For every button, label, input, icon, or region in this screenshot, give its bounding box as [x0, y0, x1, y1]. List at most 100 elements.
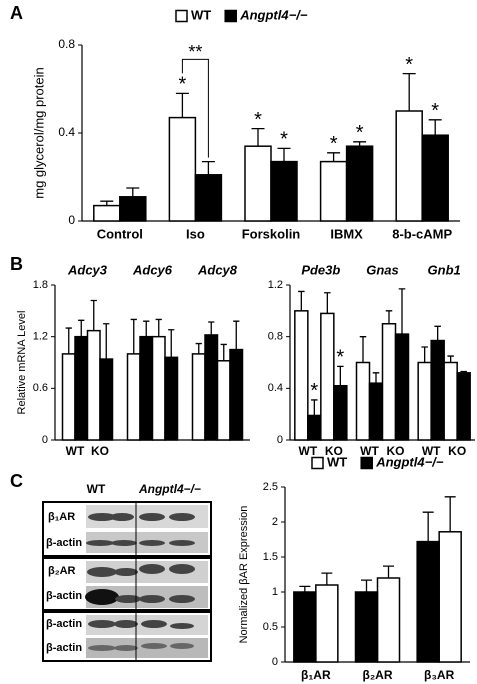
error-bar: [321, 572, 333, 585]
error-bar: [421, 346, 428, 363]
bar: [381, 323, 397, 441]
band: [170, 623, 194, 629]
significance-mark: *: [179, 74, 187, 96]
y-tick-label: 0.8: [58, 37, 75, 51]
group-label: Adcy3: [67, 262, 108, 277]
error-bar: [201, 160, 215, 175]
band: [111, 540, 137, 546]
y-tick-label: 0: [68, 213, 75, 227]
error-bar: [90, 299, 97, 331]
significance-mark: *: [254, 109, 262, 131]
error-bar: [277, 147, 291, 162]
legend-swatch: [175, 9, 188, 23]
error-bar: [398, 288, 406, 335]
panel-label: A: [10, 3, 23, 23]
lane-label: Angptl4−/−: [138, 482, 201, 496]
y-tick-label: 0.4: [58, 125, 75, 139]
row-label: β-actin: [46, 642, 82, 654]
error-bar: [422, 511, 434, 542]
y-tick-label: 1.8: [33, 279, 48, 291]
y-tick-label: 1.2: [268, 279, 283, 291]
band: [85, 589, 119, 605]
x-tick-label: KO: [91, 444, 109, 458]
bar: [126, 353, 141, 441]
significance-mark: *: [405, 54, 413, 76]
y-tick-label: 1: [272, 586, 278, 598]
row-label: β-actin: [46, 618, 82, 630]
y-tick-label: 0.5: [263, 621, 278, 633]
bar: [394, 333, 410, 441]
bar: [244, 145, 272, 222]
error-bar: [103, 323, 110, 360]
band: [87, 567, 117, 577]
band: [115, 595, 141, 603]
band: [110, 513, 134, 521]
band: [141, 620, 167, 628]
bar: [421, 134, 449, 222]
row-label: β-actin: [46, 590, 82, 602]
bar: [307, 414, 322, 441]
bracket-label: **: [188, 42, 202, 62]
error-bar: [359, 336, 367, 363]
band: [139, 540, 165, 546]
band: [114, 568, 138, 576]
error-bar: [233, 320, 240, 350]
band: [169, 513, 195, 521]
error-bar: [195, 342, 202, 354]
band: [139, 564, 165, 574]
x-tick-label: Control: [97, 226, 143, 241]
bar: [86, 329, 101, 441]
x-tick-label: Iso: [186, 226, 205, 241]
bar: [333, 385, 348, 441]
bar: [416, 540, 440, 663]
x-tick-label: KO: [325, 444, 343, 458]
error-bar: [324, 292, 331, 314]
legend-swatch: [311, 456, 324, 470]
y-tick-label: 0.8: [268, 331, 283, 343]
error-bar: [434, 325, 441, 341]
bar: [151, 335, 166, 441]
group-label: Adcy8: [197, 262, 238, 277]
legend-swatch: [224, 9, 237, 23]
bar: [93, 204, 121, 222]
blot-bands: [85, 513, 195, 651]
error-bar: [208, 321, 215, 335]
bar: [74, 335, 89, 441]
bar: [119, 196, 147, 222]
band: [88, 645, 116, 651]
significance-mark: *: [336, 347, 344, 369]
error-bar: [402, 72, 416, 111]
x-tick-label: KO: [448, 444, 466, 458]
band: [139, 595, 165, 603]
y-tick-label: 0: [272, 656, 278, 668]
x-tick-label: IBMX: [330, 226, 363, 241]
bar: [164, 356, 179, 441]
significance-bracket: [181, 58, 209, 158]
x-tick-label: KO: [387, 444, 405, 458]
significance-mark: *: [330, 133, 338, 155]
band: [169, 564, 195, 574]
blot: WT Angptl4−/− β₁AR β-actin β₂AR β-actin …: [42, 482, 212, 662]
bar: [315, 584, 339, 663]
bar: [354, 591, 379, 663]
group-label: Gnb1: [428, 262, 461, 277]
band: [141, 643, 167, 649]
error-bar: [175, 92, 189, 118]
error-bar: [299, 585, 311, 592]
error-bar: [130, 318, 137, 354]
bar: [345, 145, 374, 222]
y-tick-label: 1.5: [263, 551, 278, 563]
bar: [204, 334, 219, 441]
error-bar: [298, 290, 305, 311]
band: [88, 620, 116, 628]
y-axis-label: mg glycerol/mg protein: [31, 67, 46, 199]
x-tick-label: Forskolin: [242, 226, 301, 241]
band: [88, 513, 116, 521]
error-bar: [327, 152, 341, 162]
bar: [320, 312, 335, 441]
bar: [368, 382, 384, 441]
x-tick-label: β₃AR: [424, 668, 455, 682]
significance-mark: *: [356, 122, 364, 144]
bar: [355, 361, 371, 441]
